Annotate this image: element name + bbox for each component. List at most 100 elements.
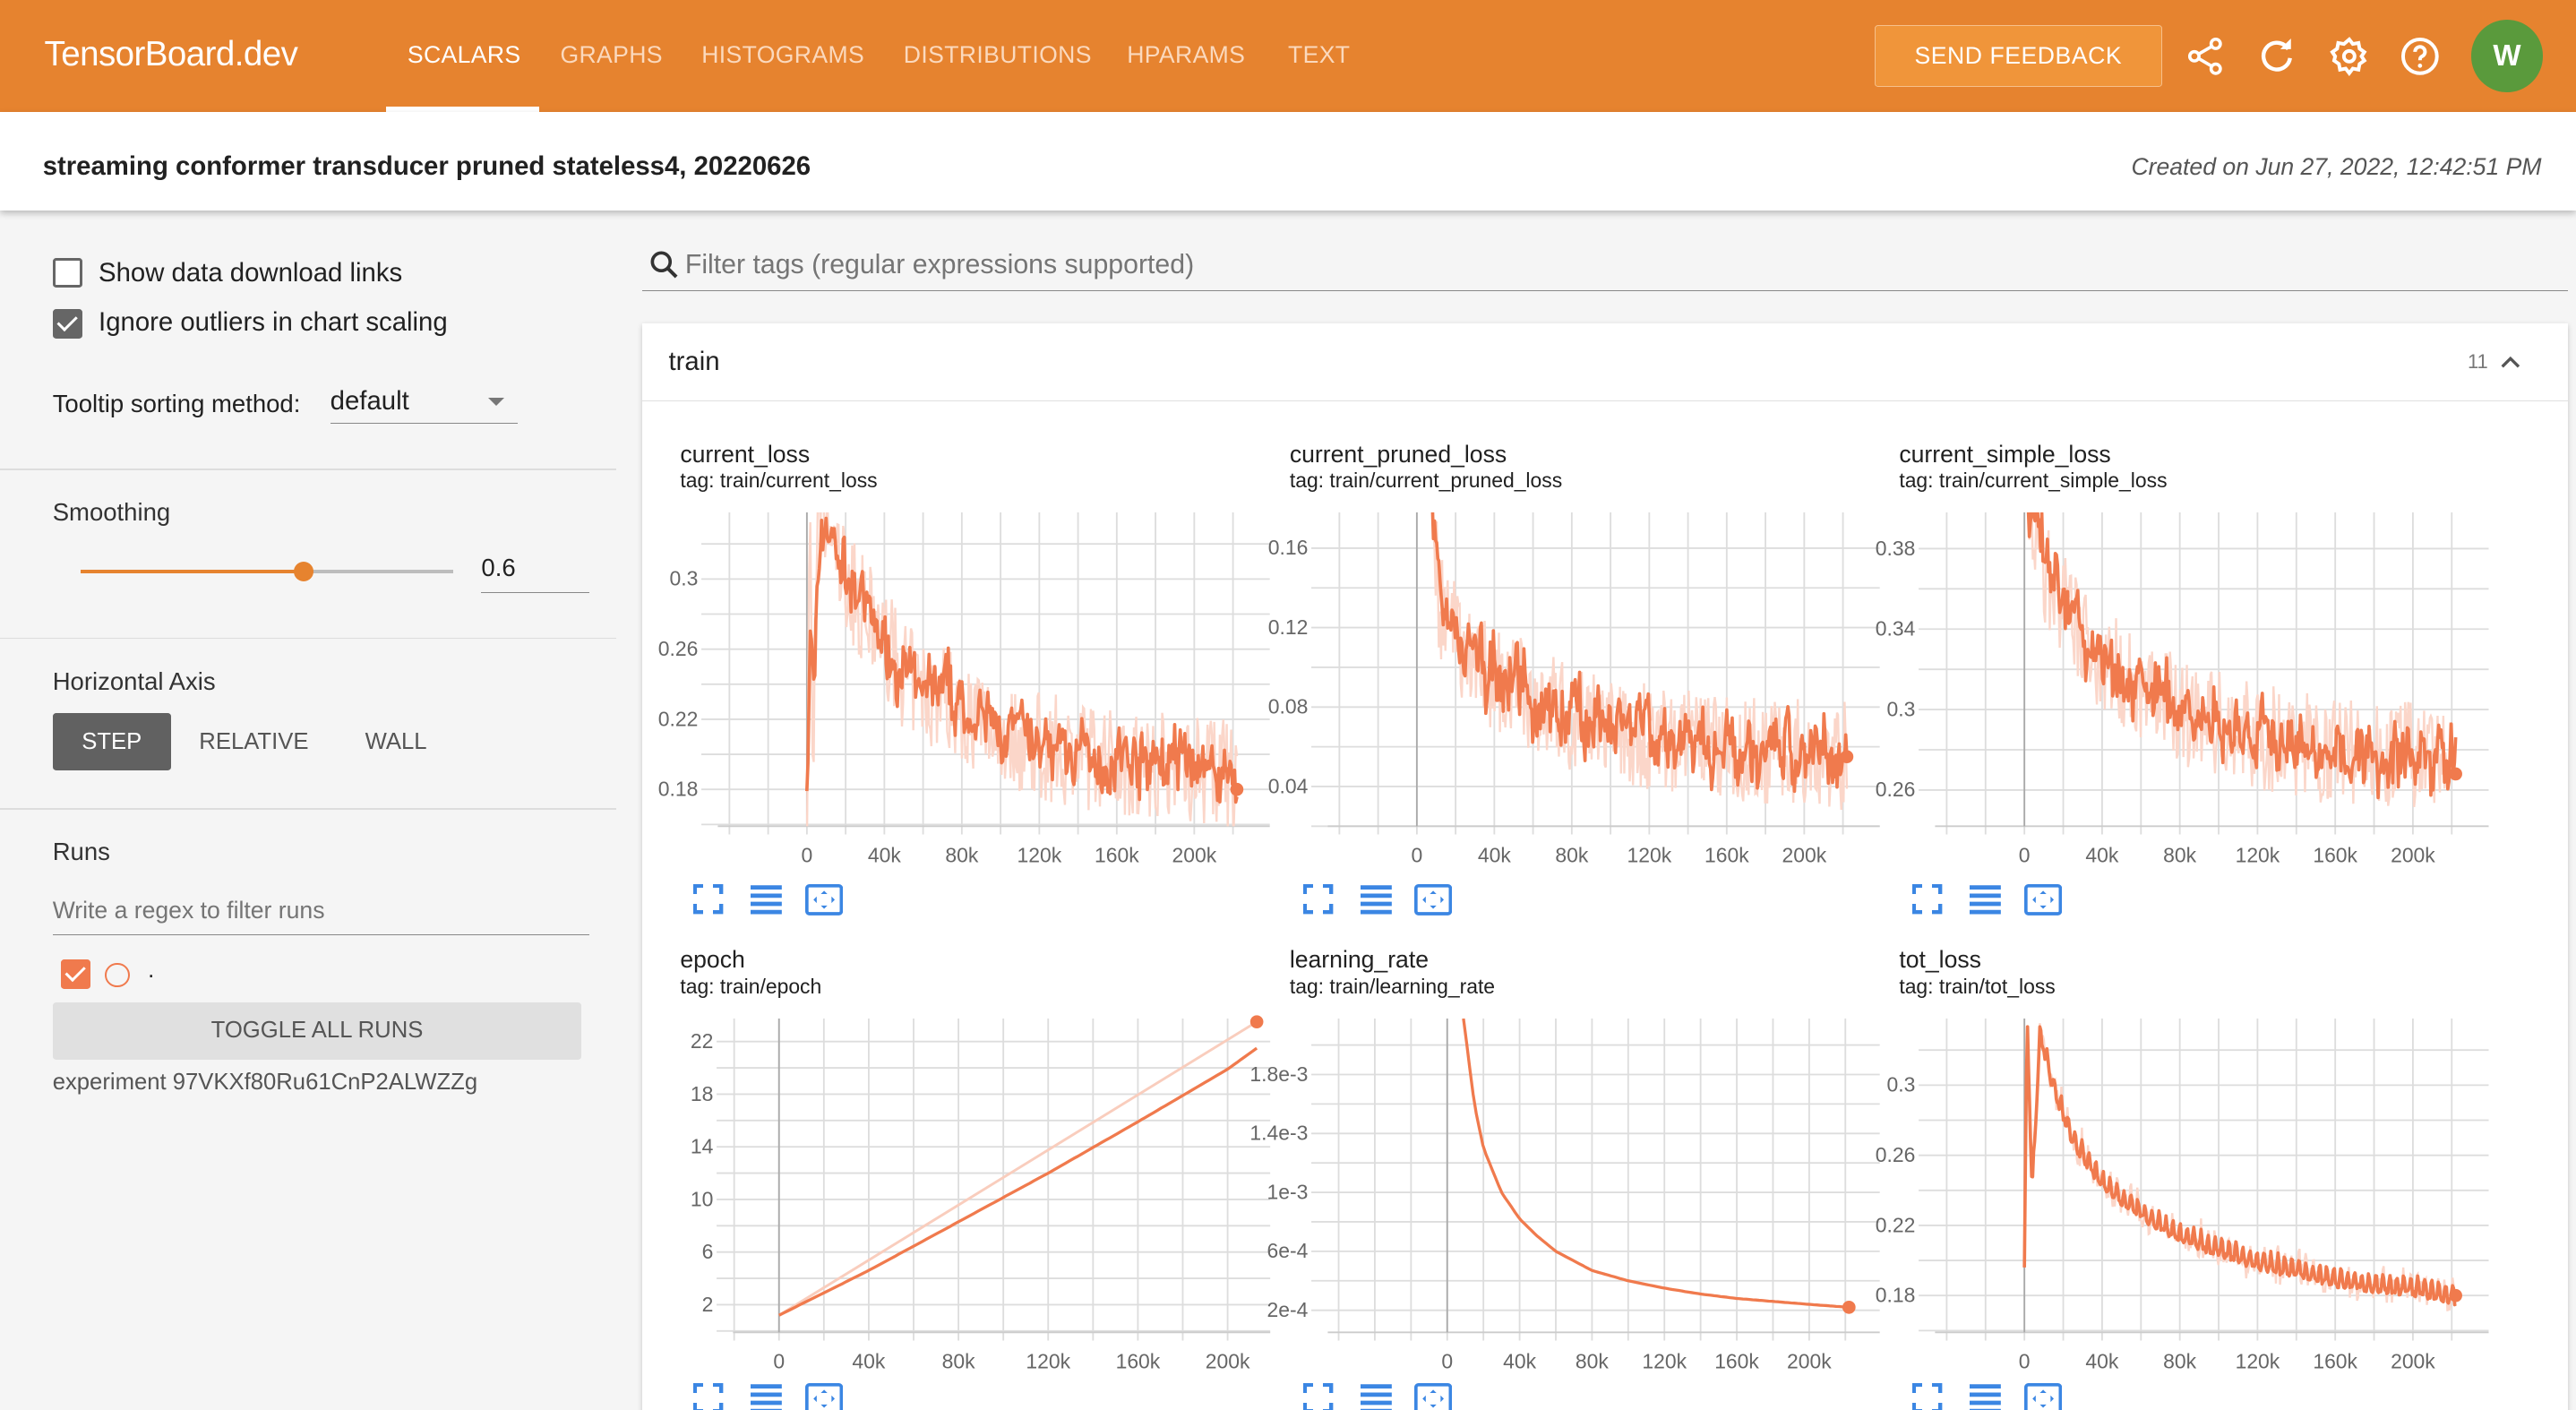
smoothing-slider-fill	[80, 570, 305, 574]
chart-title: learning_rate	[1289, 946, 1429, 974]
tag-group-card: train 11	[642, 323, 2568, 1410]
y-tick-label: 0.34	[1876, 617, 1916, 641]
send-feedback-button[interactable]: SEND FEEDBACK	[1874, 24, 2162, 88]
tab-graphs[interactable]: GRAPHS	[560, 40, 663, 68]
y-tick-label: 6	[701, 1240, 713, 1263]
fullscreen-icon[interactable]	[1912, 883, 1950, 916]
x-tick-label: 0	[2019, 844, 2031, 867]
toggle-log-scale-icon[interactable]	[1360, 884, 1398, 916]
y-tick-label: 0.04	[1267, 775, 1308, 798]
search-icon	[650, 251, 678, 279]
tag-filter-placeholder: Filter tags (regular expressions support…	[684, 249, 1195, 279]
chart-tot_loss[interactable]: 0 40k 80k 120k 160k 200k 0.18 0.22 0.26 0.3	[1820, 1019, 2505, 1381]
divider	[0, 468, 616, 470]
axis-step-button[interactable]: STEP	[52, 713, 171, 771]
chart-tag: tag: train/current_simple_loss	[1899, 468, 2168, 492]
horizontal-axis-label: Horizontal Axis	[52, 666, 216, 695]
tooltip-sorting-select[interactable]: default	[330, 373, 518, 425]
chart-title: current_pruned_loss	[1289, 440, 1507, 468]
share-icon[interactable]	[2184, 35, 2227, 78]
experiment-title: streaming conformer transducer pruned st…	[42, 150, 811, 181]
x-tick-label: 160k	[1115, 1350, 1160, 1373]
x-tick-label: 120k	[2236, 844, 2280, 867]
help-icon[interactable]	[2399, 35, 2442, 78]
tag-filter-input[interactable]: Filter tags (regular expressions support…	[642, 243, 2568, 291]
runs-filter-input[interactable]: Write a regex to filter runs	[52, 884, 590, 935]
plot-area	[1430, 512, 1849, 811]
fit-domain-icon[interactable]	[1414, 883, 1453, 916]
ignore-outliers-checkbox[interactable]	[52, 308, 82, 339]
fit-domain-icon[interactable]	[2023, 883, 2062, 916]
smoothing-slider-handle[interactable]	[294, 562, 314, 582]
series-endpoint	[1249, 1015, 1264, 1029]
settings-gear-icon[interactable]	[2328, 35, 2371, 78]
tab-hparams[interactable]: HPARAMS	[1127, 40, 1246, 68]
tab-text[interactable]: TEXT	[1288, 40, 1351, 68]
smoothing-label: Smoothing	[52, 497, 171, 526]
chart-learning_rate[interactable]: 0 40k 80k 120k 160k 200k 2e-4 6e-4 1e-3 1.4e-3 1.8…	[1213, 1019, 1896, 1381]
refresh-icon[interactable]	[2255, 35, 2298, 78]
y-tick-label: 0.3	[670, 567, 699, 590]
show-download-links-label: Show data download links	[99, 257, 403, 288]
toggle-all-runs-button[interactable]: TOGGLE ALL RUNS	[52, 1002, 582, 1061]
x-tick-label: 40k	[868, 844, 901, 867]
brand-logo[interactable]: TensorBoard.dev	[44, 34, 298, 73]
x-tick-label: 40k	[2086, 1350, 2119, 1373]
y-tick-label: 0.22	[1876, 1213, 1916, 1236]
y-tick-label: 6e-4	[1267, 1239, 1308, 1262]
toggle-log-scale-icon[interactable]	[751, 1383, 788, 1410]
toggle-log-scale-icon[interactable]	[1970, 1383, 2007, 1410]
axis-relative-button[interactable]: RELATIVE	[199, 728, 309, 754]
toggle-log-scale-icon[interactable]	[1970, 884, 2007, 916]
chart-title: current_simple_loss	[1899, 440, 2111, 468]
run-checkbox[interactable]	[60, 959, 90, 990]
chart-current_pruned_loss[interactable]: 0 40k 80k 120k 160k 200k 0.04 0.08 0.12 0.16	[1213, 512, 1896, 875]
tab-distributions[interactable]: DISTRIBUTIONS	[903, 40, 1092, 68]
y-tick-label: 0.08	[1267, 695, 1308, 718]
chart-title: tot_loss	[1899, 946, 1981, 974]
smoothed-series-line	[1461, 1019, 1850, 1310]
tag-group-header[interactable]: train 11	[642, 323, 2568, 401]
plot-area	[2022, 1023, 2458, 1311]
y-tick-label: 0.26	[658, 637, 699, 660]
chart-current_simple_loss[interactable]: 0 40k 80k 120k 160k 200k 0.26 0.3 0.34 0.38	[1820, 512, 2505, 875]
fit-domain-icon[interactable]	[804, 1383, 843, 1410]
chart-title: epoch	[680, 946, 745, 974]
x-tick-label: 120k	[1026, 1350, 1070, 1373]
tab-histograms[interactable]: HISTOGRAMS	[701, 40, 865, 68]
chart-current_loss[interactable]: 0 40k 80k 120k 160k 200k 0.18 0.22 0.26 0.3	[603, 512, 1286, 875]
toggle-log-scale-icon[interactable]	[1360, 1383, 1398, 1410]
x-tick-label: 80k	[946, 844, 979, 867]
smoothing-value-input[interactable]: 0.6	[481, 554, 590, 594]
user-avatar[interactable]: W	[2470, 20, 2544, 92]
chevron-up-icon[interactable]	[2499, 350, 2522, 374]
raw-series-line	[806, 512, 1239, 827]
y-tick-label: 0.38	[1876, 537, 1916, 560]
fullscreen-icon[interactable]	[1912, 1383, 1950, 1410]
y-tick-label: 10	[691, 1188, 713, 1211]
x-tick-label: 80k	[2163, 1350, 2196, 1373]
axis-wall-button[interactable]: WALL	[365, 728, 427, 754]
x-tick-label: 0	[773, 1350, 785, 1373]
x-tick-label: 200k	[2391, 1350, 2435, 1373]
y-tick-label: 0.22	[658, 708, 699, 731]
fit-domain-icon[interactable]	[2023, 1383, 2062, 1410]
sidebar: Show data download links Ignore outliers…	[0, 213, 616, 1409]
fit-domain-icon[interactable]	[804, 883, 843, 916]
run-color-circle-icon[interactable]	[105, 962, 130, 988]
tab-scalars[interactable]: SCALARS	[407, 40, 521, 68]
fullscreen-icon[interactable]	[693, 1383, 731, 1410]
smoothed-series-line	[1430, 512, 1849, 794]
toggle-log-scale-icon[interactable]	[751, 884, 788, 916]
chart-epoch[interactable]: 0 40k 80k 120k 160k 200k 2 6 10 14 18 22	[618, 1015, 1287, 1381]
y-tick-label: 1.4e-3	[1249, 1122, 1308, 1145]
smoothed-series-line	[2027, 512, 2458, 800]
y-tick-label: 0.18	[658, 778, 699, 801]
fit-domain-icon[interactable]	[1414, 1383, 1453, 1410]
show-download-links-checkbox[interactable]	[52, 257, 82, 288]
fullscreen-icon[interactable]	[1302, 1383, 1341, 1410]
fullscreen-icon[interactable]	[693, 883, 731, 916]
x-tick-label: 120k	[1627, 844, 1671, 867]
series-endpoint	[1842, 1301, 1856, 1314]
fullscreen-icon[interactable]	[1302, 883, 1341, 916]
